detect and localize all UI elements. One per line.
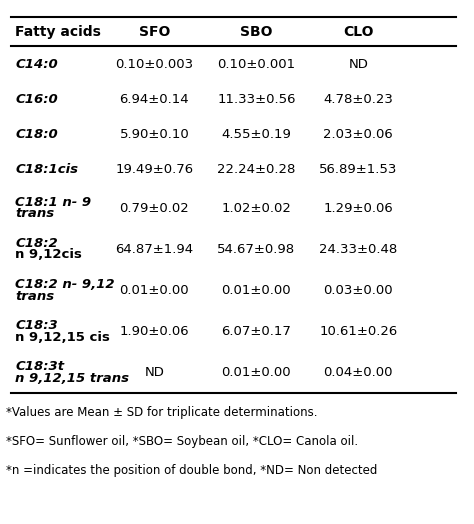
Text: C18:0: C18:0: [15, 128, 58, 141]
Text: 0.01±0.00: 0.01±0.00: [221, 366, 291, 379]
Text: C18:3: C18:3: [15, 319, 58, 332]
Text: 10.61±0.26: 10.61±0.26: [319, 325, 397, 338]
Text: 0.03±0.00: 0.03±0.00: [323, 284, 393, 297]
Text: 4.55±0.19: 4.55±0.19: [221, 128, 291, 141]
Text: 0.10±0.003: 0.10±0.003: [115, 58, 193, 71]
Text: n 9,12,15 trans: n 9,12,15 trans: [15, 372, 129, 385]
Text: trans: trans: [15, 208, 55, 220]
Text: 19.49±0.76: 19.49±0.76: [115, 163, 193, 177]
Text: C14:0: C14:0: [15, 58, 58, 71]
Text: CLO: CLO: [343, 25, 374, 39]
Text: C18:1cis: C18:1cis: [15, 163, 78, 177]
Text: n 9,12cis: n 9,12cis: [15, 248, 82, 261]
Text: 6.94±0.14: 6.94±0.14: [119, 93, 189, 106]
Text: 64.87±1.94: 64.87±1.94: [115, 243, 193, 256]
Text: C16:0: C16:0: [15, 93, 58, 106]
Text: 54.67±0.98: 54.67±0.98: [217, 243, 295, 256]
Text: 0.01±0.00: 0.01±0.00: [221, 284, 291, 297]
Text: 0.04±0.00: 0.04±0.00: [324, 366, 393, 379]
Text: 0.01±0.00: 0.01±0.00: [119, 284, 189, 297]
Text: trans: trans: [15, 290, 55, 303]
Text: 6.07±0.17: 6.07±0.17: [221, 325, 291, 338]
Text: SBO: SBO: [240, 25, 273, 39]
Text: C18:1 n- 9: C18:1 n- 9: [15, 196, 91, 209]
Text: 0.79±0.02: 0.79±0.02: [119, 202, 189, 214]
Text: *Values are Mean ± SD for triplicate determinations.: *Values are Mean ± SD for triplicate det…: [6, 406, 318, 419]
Text: *SFO= Sunflower oil, *SBO= Soybean oil, *CLO= Canola oil.: *SFO= Sunflower oil, *SBO= Soybean oil, …: [6, 435, 358, 448]
Text: C18:2 n- 9,12: C18:2 n- 9,12: [15, 278, 115, 291]
Text: C18:3t: C18:3t: [15, 361, 64, 374]
Text: 1.29±0.06: 1.29±0.06: [323, 202, 393, 214]
Text: 0.10±0.001: 0.10±0.001: [217, 58, 295, 71]
Text: 5.90±0.10: 5.90±0.10: [119, 128, 189, 141]
Text: 56.89±1.53: 56.89±1.53: [319, 163, 398, 177]
Text: 11.33±0.56: 11.33±0.56: [217, 93, 296, 106]
Text: 24.33±0.48: 24.33±0.48: [319, 243, 397, 256]
Text: n 9,12,15 cis: n 9,12,15 cis: [15, 331, 110, 344]
Text: Fatty acids: Fatty acids: [15, 25, 101, 39]
Text: SFO: SFO: [139, 25, 170, 39]
Text: 22.24±0.28: 22.24±0.28: [217, 163, 295, 177]
Text: ND: ND: [348, 58, 368, 71]
Text: 2.03±0.06: 2.03±0.06: [323, 128, 393, 141]
Text: 4.78±0.23: 4.78±0.23: [323, 93, 393, 106]
Text: *n =indicates the position of double bond, *ND= Non detected: *n =indicates the position of double bon…: [6, 464, 377, 477]
Text: ND: ND: [145, 366, 164, 379]
Text: C18:2: C18:2: [15, 237, 58, 250]
Text: 1.90±0.06: 1.90±0.06: [119, 325, 189, 338]
Text: 1.02±0.02: 1.02±0.02: [221, 202, 291, 214]
